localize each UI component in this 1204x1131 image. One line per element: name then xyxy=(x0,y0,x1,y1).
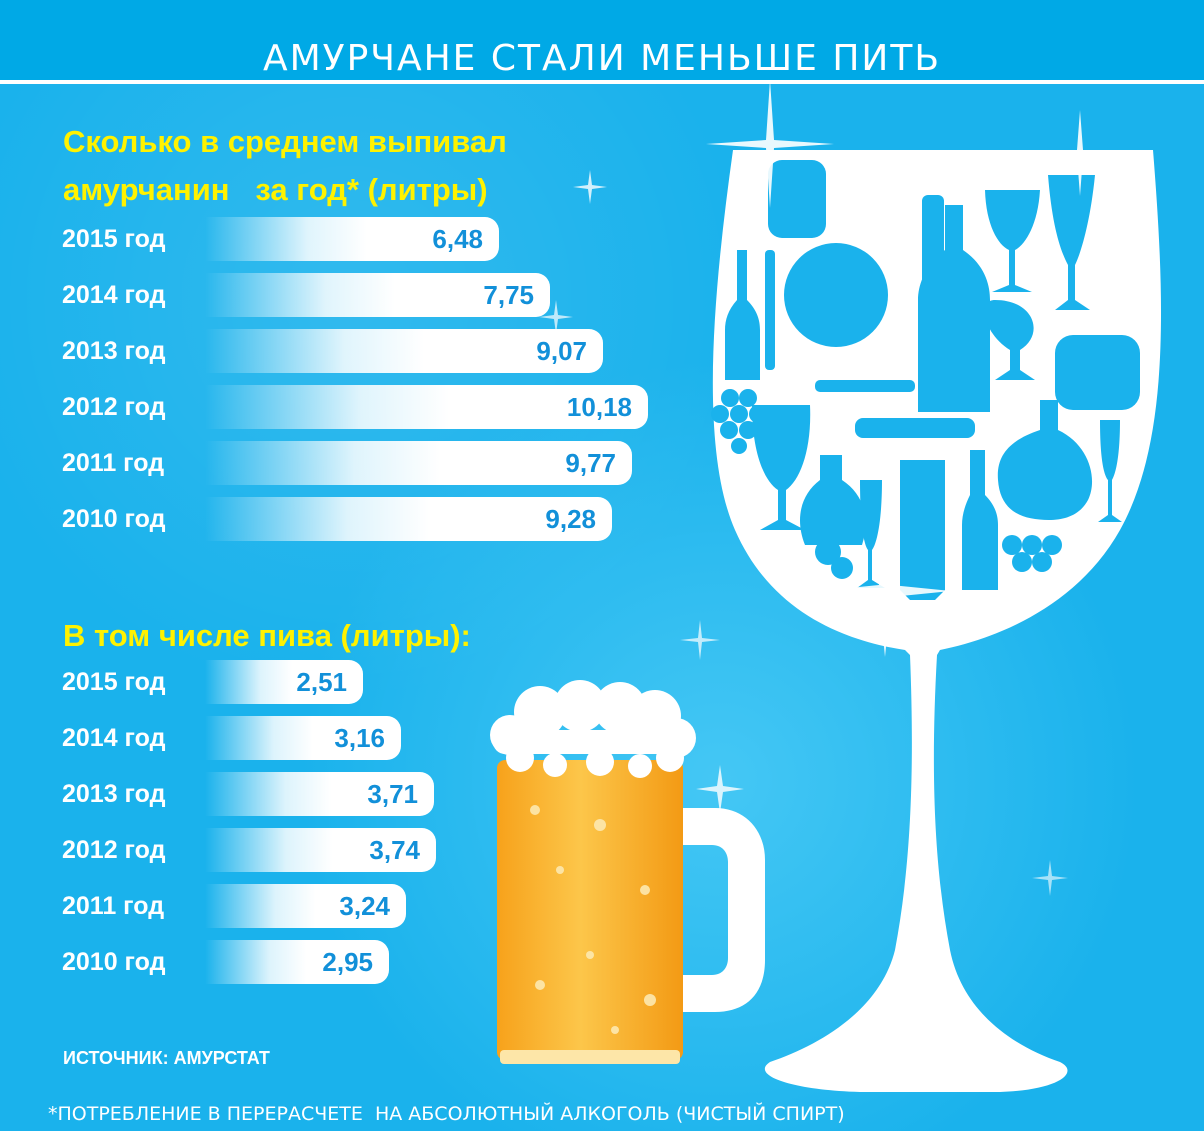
bar: 6,48 xyxy=(205,217,499,261)
chart-2-title: В том числе пива (литры): xyxy=(63,618,471,653)
beer-mug-icon xyxy=(490,680,765,1064)
data-label: 6,48 xyxy=(432,224,483,254)
bar: 9,77 xyxy=(205,441,632,485)
data-label: 2,95 xyxy=(322,947,373,977)
chart-1-title-line-1: Сколько в среднем выпивал xyxy=(63,124,507,159)
data-label: 9,77 xyxy=(565,448,616,478)
category-label: 2011 год xyxy=(62,449,165,477)
footnote: *ПОТРЕБЛЕНИЕ В ПЕРЕРАСЧЕТЕ НА АБСОЛЮТНЫЙ… xyxy=(48,1103,845,1125)
chart-2-row: 2010 год 2,95 xyxy=(0,940,700,986)
wine-glass-silhouette-icon xyxy=(711,150,1162,1092)
bar: 9,28 xyxy=(205,497,612,541)
chart-2-row: 2013 год 3,71 xyxy=(0,772,700,818)
source-note: ИСТОЧНИК: АМУРСТАТ xyxy=(63,1048,270,1068)
bar: 3,71 xyxy=(205,772,434,816)
category-label: 2014 год xyxy=(62,724,166,752)
category-label: 2011 год xyxy=(62,892,165,920)
data-label: 3,24 xyxy=(339,891,390,921)
category-label: 2015 год xyxy=(62,668,166,696)
chart-2-row: 2011 год 3,24 xyxy=(0,884,700,930)
data-label: 7,75 xyxy=(483,280,534,310)
data-label: 2,51 xyxy=(296,667,347,697)
bar: 10,18 xyxy=(205,385,648,429)
chart-1-row: 2010 год 9,28 xyxy=(0,497,700,543)
data-label: 9,07 xyxy=(536,336,587,366)
bar: 3,74 xyxy=(205,828,436,872)
chart-1-row: 2012 год 10,18 xyxy=(0,385,700,431)
sparkle-icon xyxy=(539,80,1123,896)
data-label: 3,74 xyxy=(369,835,420,865)
chart-1-row: 2011 год 9,77 xyxy=(0,441,700,487)
bar: 2,95 xyxy=(205,940,389,984)
category-label: 2014 год xyxy=(62,281,166,309)
bar: 9,07 xyxy=(205,329,603,373)
chart-2-row: 2015 год 2,51 xyxy=(0,660,700,706)
chart-1-row: 2015 год 6,48 xyxy=(0,217,700,263)
category-label: 2012 год xyxy=(62,393,166,421)
chart-1-row: 2013 год 9,07 xyxy=(0,329,700,375)
chart-2-row: 2014 год 3,16 xyxy=(0,716,700,762)
bar: 7,75 xyxy=(205,273,550,317)
category-label: 2010 год xyxy=(62,505,166,533)
data-label: 3,71 xyxy=(367,779,418,809)
category-label: 2013 год xyxy=(62,337,166,365)
bar: 2,51 xyxy=(205,660,363,704)
chart-1-row: 2014 год 7,75 xyxy=(0,273,700,319)
category-label: 2013 год xyxy=(62,780,166,808)
glass-pattern xyxy=(711,160,1140,600)
data-label: 9,28 xyxy=(545,504,596,534)
title-bar: АМУРЧАНЕ СТАЛИ МЕНЬШЕ ПИТЬ xyxy=(0,0,1204,84)
category-label: 2015 год xyxy=(62,225,166,253)
data-label: 3,16 xyxy=(334,723,385,753)
category-label: 2012 год xyxy=(62,836,166,864)
chart-1-title-line-2: амурчанин за год* (литры) xyxy=(63,172,488,207)
page-title: АМУРЧАНЕ СТАЛИ МЕНЬШЕ ПИТЬ xyxy=(262,38,942,80)
chart-2-row: 2012 год 3,74 xyxy=(0,828,700,874)
bar: 3,24 xyxy=(205,884,406,928)
bar: 3,16 xyxy=(205,716,401,760)
data-label: 10,18 xyxy=(566,392,632,422)
category-label: 2010 год xyxy=(62,948,166,976)
